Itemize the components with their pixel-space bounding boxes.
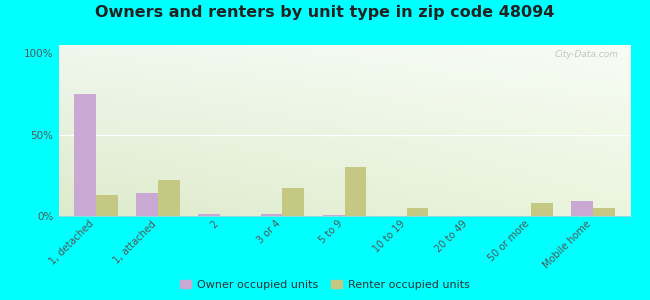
Legend: Owner occupied units, Renter occupied units: Owner occupied units, Renter occupied un… [176,275,474,294]
Bar [407,208,428,216]
Bar [344,167,366,216]
Text: Owners and renters by unit type in zip code 48094: Owners and renters by unit type in zip c… [96,4,554,20]
Bar [593,208,615,216]
Bar [96,195,118,216]
Bar [74,94,96,216]
Text: City-Data.com: City-Data.com [555,50,619,59]
Bar [198,214,220,216]
Bar [158,180,180,216]
Bar [282,188,304,216]
Bar [261,214,282,216]
Bar [571,201,593,216]
Bar [531,203,552,216]
Bar [323,215,345,216]
Bar [136,193,158,216]
